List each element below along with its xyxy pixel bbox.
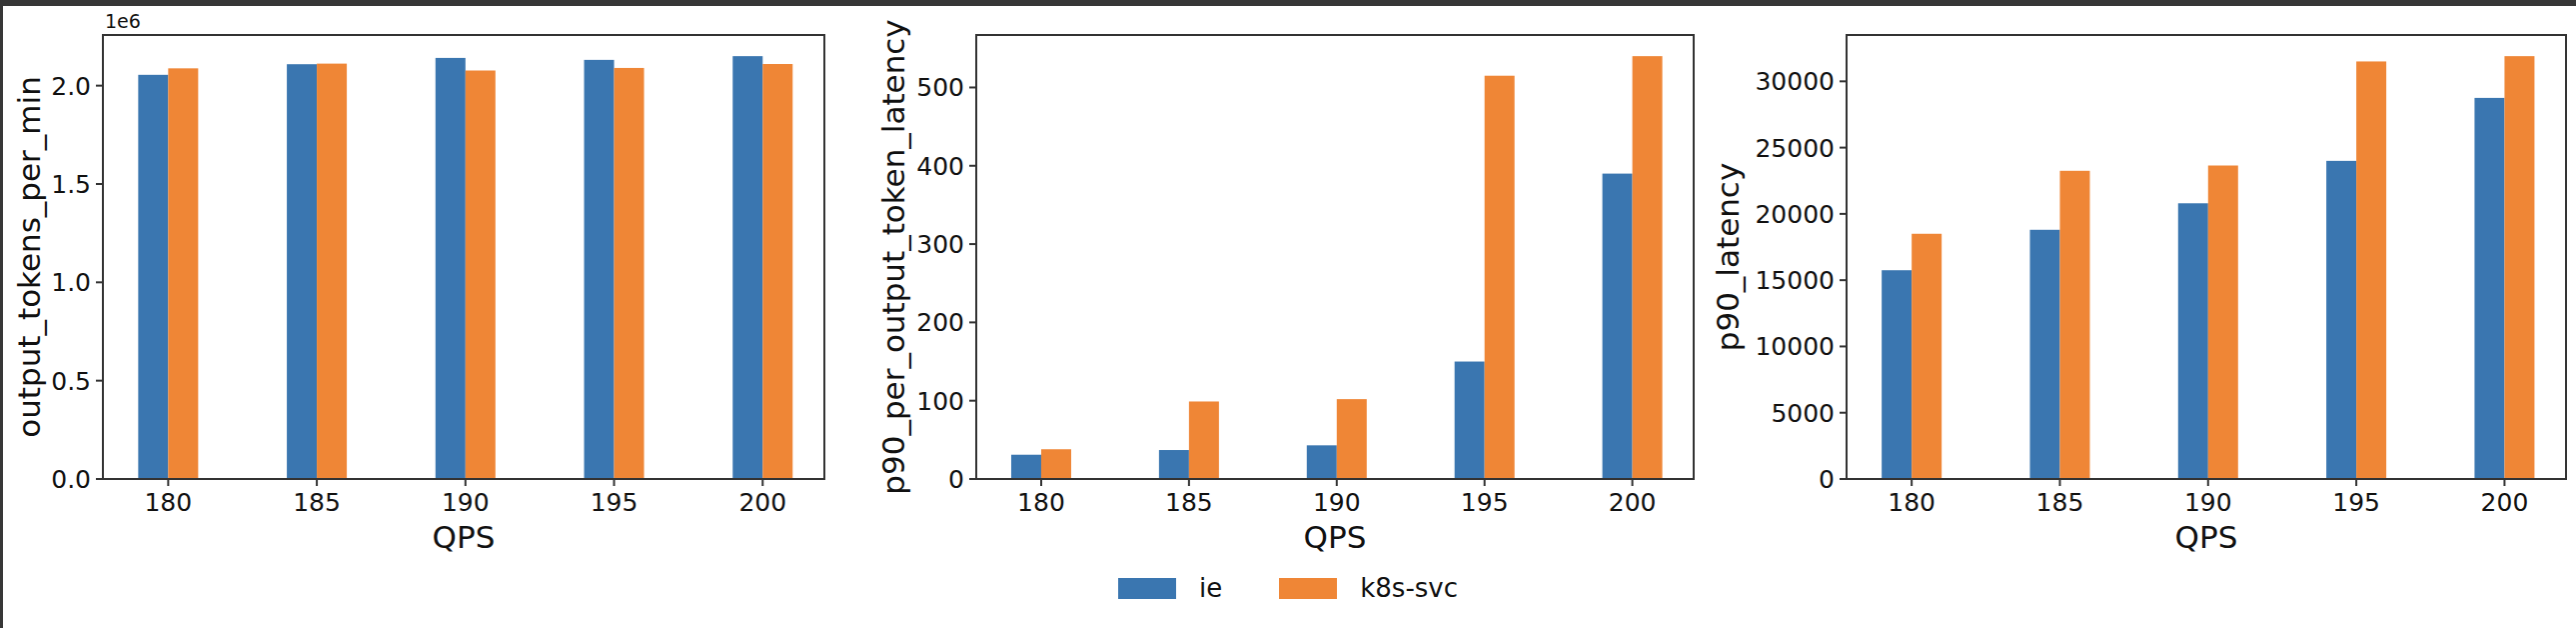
window-border-top: [0, 0, 2576, 6]
bar-ie-qps-190: [436, 58, 466, 479]
x-tick-label: 195: [1461, 488, 1509, 517]
y-tick-label: 0: [948, 465, 964, 494]
bar-k8s-svc-qps-180: [168, 68, 198, 479]
x-tick-label: 200: [2481, 488, 2529, 517]
bar-k8s-svc-qps-200: [1633, 56, 1663, 479]
y-axis-label: p90_per_output_token_latency: [875, 19, 911, 494]
x-axis-label: QPS: [1304, 519, 1367, 555]
bar-ie-qps-200: [732, 56, 762, 479]
legend: ie k8s-svc: [1118, 575, 1458, 601]
y-tick-label: 0.0: [51, 465, 91, 494]
legend-swatch-k8s-svc: [1279, 578, 1337, 599]
bar-k8s-svc-qps-190: [1337, 399, 1367, 479]
x-axis-label: QPS: [2175, 519, 2238, 555]
bar-ie-qps-185: [1159, 450, 1189, 479]
y-tick-label: 15000: [1755, 266, 1835, 295]
bar-k8s-svc-qps-200: [762, 64, 792, 479]
bar-k8s-svc-qps-195: [615, 68, 644, 479]
y-tick-label: 0: [1819, 465, 1835, 494]
bar-ie-qps-185: [2029, 230, 2059, 479]
x-tick-label: 190: [1313, 488, 1361, 517]
y-axis-offset-label: 1e6: [105, 10, 141, 32]
legend-swatch-ie: [1118, 578, 1176, 599]
window-border-left: [0, 0, 3, 628]
x-tick-label: 185: [2036, 488, 2084, 517]
bar-k8s-svc-qps-180: [1041, 449, 1071, 479]
y-tick-label: 300: [916, 230, 964, 259]
y-tick-label: 500: [916, 73, 964, 102]
bar-ie-qps-180: [1011, 455, 1041, 479]
x-axis-label: QPS: [433, 519, 496, 555]
x-tick-label: 185: [1165, 488, 1213, 517]
y-tick-label: 20000: [1755, 200, 1835, 229]
x-tick-label: 200: [738, 488, 786, 517]
bar-k8s-svc-qps-190: [2208, 166, 2238, 479]
bar-k8s-svc-qps-185: [2059, 171, 2089, 479]
y-tick-label: 2.0: [51, 72, 91, 101]
bar-k8s-svc-qps-200: [2504, 56, 2534, 479]
bar-ie-qps-195: [585, 60, 615, 479]
bar-k8s-svc-qps-180: [1912, 234, 1941, 479]
bar-ie-qps-195: [2326, 161, 2356, 479]
x-tick-label: 180: [1888, 488, 1935, 517]
bar-ie-qps-180: [1882, 270, 1912, 479]
legend-label-ie: ie: [1199, 575, 1222, 601]
y-tick-label: 100: [916, 387, 964, 416]
x-tick-label: 195: [2332, 488, 2380, 517]
x-tick-label: 195: [591, 488, 639, 517]
x-tick-label: 180: [144, 488, 192, 517]
bar-k8s-svc-qps-195: [1485, 76, 1515, 479]
y-tick-label: 25000: [1755, 134, 1835, 163]
y-tick-label: 10000: [1755, 332, 1835, 361]
y-tick-label: 400: [916, 152, 964, 181]
x-tick-label: 200: [1609, 488, 1657, 517]
figure: 0.0 0.5 1.0 1.5 2.0 1e6 180 185 190 195 200 QPS outp…: [0, 0, 2576, 628]
bar-k8s-svc-qps-185: [317, 64, 347, 479]
x-tick-label: 180: [1017, 488, 1065, 517]
y-tick-label: 1.0: [51, 268, 91, 297]
bar-ie-qps-185: [287, 64, 317, 479]
bar-ie-qps-200: [1603, 174, 1633, 479]
bar-ie-qps-190: [2178, 203, 2208, 479]
bar-k8s-svc-qps-190: [466, 71, 496, 479]
x-tick-label: 185: [293, 488, 341, 517]
x-tick-label: 190: [2184, 488, 2232, 517]
y-tick-label: 5000: [1771, 399, 1835, 428]
axes-frame: [976, 35, 1694, 479]
y-axis-label: output_tokens_per_min: [11, 76, 47, 438]
bar-ie-qps-200: [2474, 98, 2504, 479]
bar-ie-qps-190: [1307, 445, 1337, 479]
bar-ie-qps-195: [1455, 362, 1485, 479]
bar-k8s-svc-qps-185: [1189, 401, 1219, 479]
y-tick-label: 30000: [1755, 67, 1835, 96]
bar-ie-qps-180: [138, 75, 168, 479]
y-axis-label: p90_latency: [1710, 163, 1746, 352]
y-tick-label: 1.5: [51, 170, 91, 199]
y-tick-label: 0.5: [51, 367, 91, 396]
bar-k8s-svc-qps-195: [2356, 61, 2386, 479]
x-tick-label: 190: [442, 488, 490, 517]
y-tick-label: 200: [916, 308, 964, 337]
legend-label-k8s-svc: k8s-svc: [1360, 575, 1458, 601]
charts-canvas: 0.0 0.5 1.0 1.5 2.0 1e6 180 185 190 195 200 QPS outp…: [0, 0, 2576, 628]
